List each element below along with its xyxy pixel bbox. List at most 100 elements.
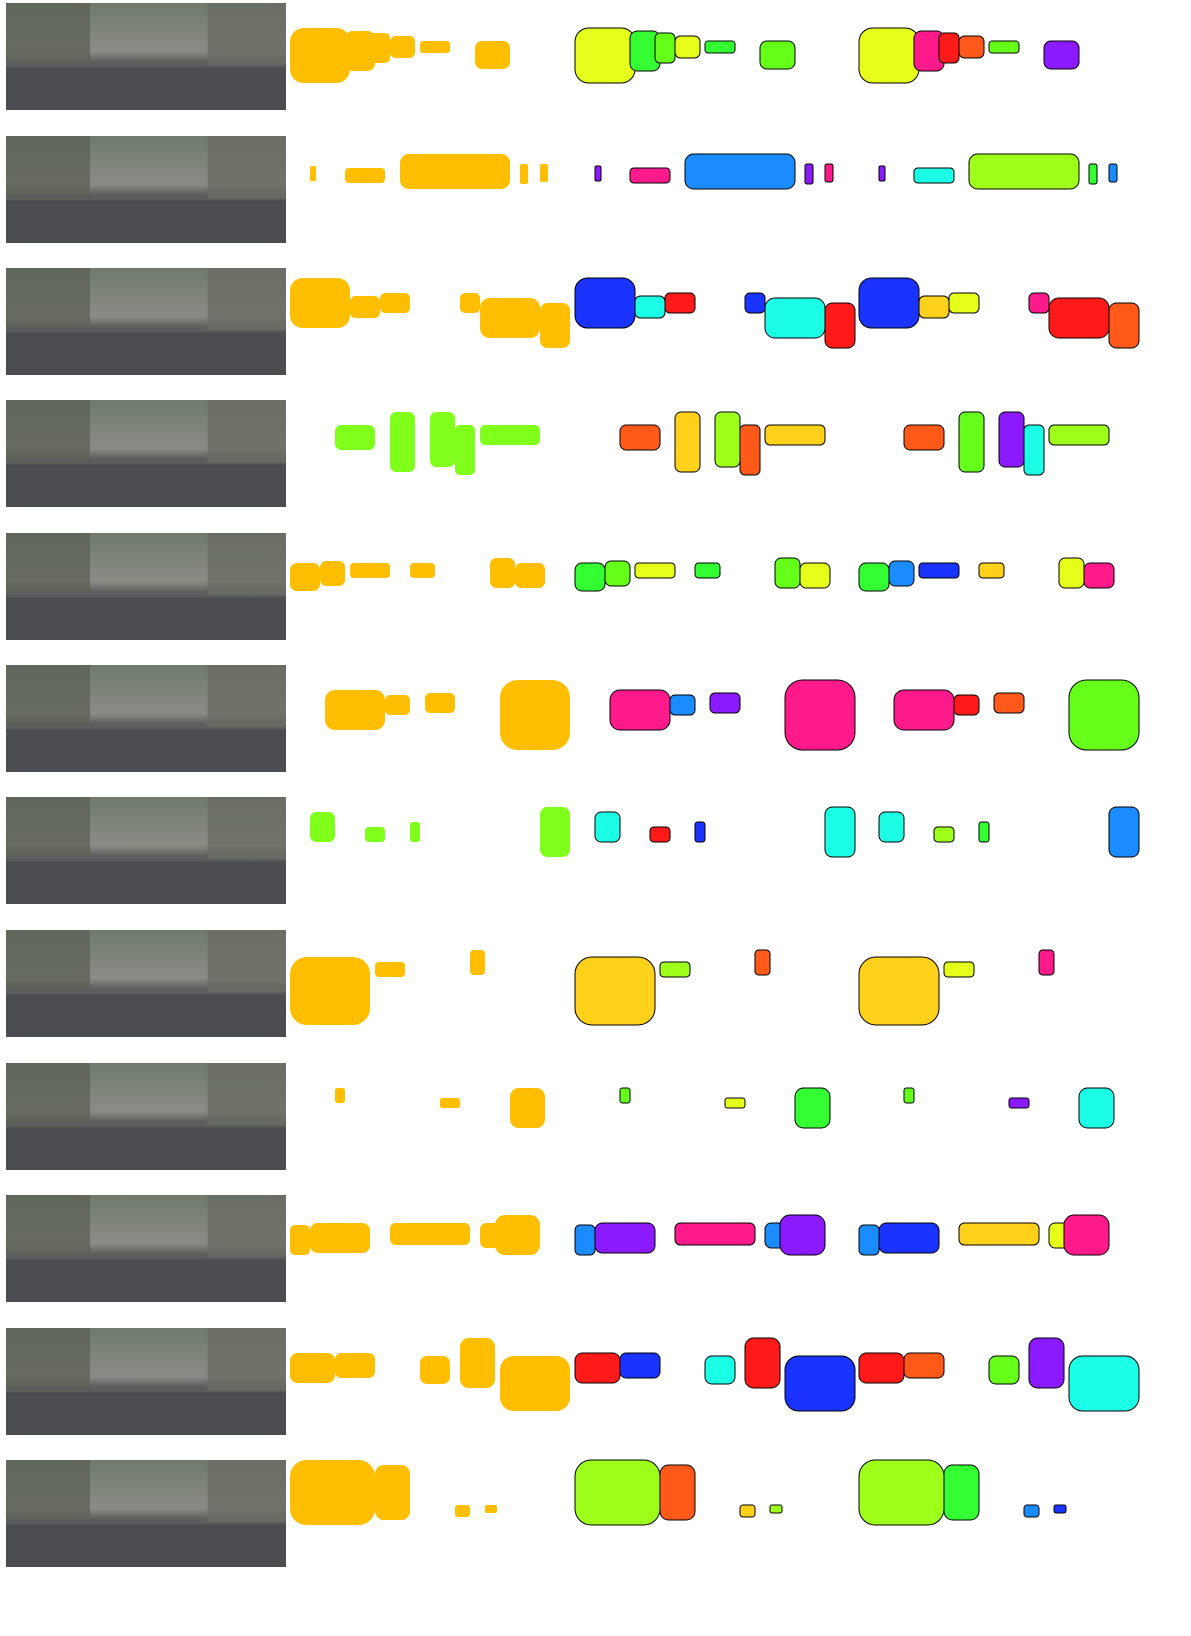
instance-mask — [1068, 679, 1140, 751]
semantic-mask — [515, 563, 545, 588]
instance-mask — [634, 295, 666, 319]
instance-mask — [824, 163, 834, 183]
instance-mask — [824, 806, 856, 858]
instance-mask — [724, 1097, 746, 1109]
semantic-mask — [390, 412, 415, 472]
semantic-mask — [420, 41, 450, 53]
semantic-mask — [440, 1098, 460, 1108]
instance-mask — [913, 167, 955, 184]
instance-mask — [948, 292, 980, 314]
instance-mask — [799, 562, 831, 589]
buildings — [6, 3, 90, 62]
instance-mask — [933, 826, 955, 843]
instance-mask — [878, 1222, 940, 1254]
semantic-mask — [470, 950, 485, 975]
instance-mask — [774, 557, 801, 589]
instance-mask — [988, 40, 1020, 54]
instance-mask — [943, 1464, 980, 1521]
instance-mask — [1058, 557, 1085, 589]
instance-mask — [1083, 562, 1115, 589]
instance-mask — [1038, 949, 1055, 976]
instance-mask — [1053, 1504, 1067, 1514]
road — [6, 67, 286, 110]
instance-mask — [878, 165, 886, 182]
buildings — [207, 797, 286, 860]
instance-mask — [594, 1222, 656, 1254]
semantic-mask — [540, 303, 570, 348]
instance-mask — [1048, 424, 1110, 446]
instance-mask — [968, 153, 1080, 190]
semantic-mask — [345, 168, 385, 183]
instance-mask — [659, 1464, 696, 1521]
semantic-mask — [410, 563, 435, 578]
semantic-mask — [290, 1353, 335, 1383]
instance-mask — [1108, 806, 1140, 858]
instance-mask — [903, 1352, 945, 1379]
instance-mask — [918, 295, 950, 319]
semantic-mask — [290, 278, 350, 328]
instance-mask — [1068, 1355, 1140, 1412]
road — [6, 597, 286, 640]
road — [6, 1127, 286, 1170]
road — [6, 332, 286, 375]
instance-mask — [674, 35, 701, 59]
instance-mask — [664, 292, 696, 314]
buildings — [207, 1328, 286, 1391]
instance-mask — [903, 1087, 915, 1104]
semantic-mask — [370, 33, 390, 63]
semantic-mask — [290, 1460, 375, 1525]
instance-mask — [779, 1214, 826, 1256]
instance-mask — [739, 1504, 756, 1518]
semantic-mask — [375, 962, 405, 977]
semantic-mask — [345, 31, 375, 71]
instance-mask — [629, 167, 671, 184]
buildings — [207, 1195, 286, 1258]
buildings — [6, 400, 90, 459]
semantic-mask — [350, 296, 380, 318]
semantic-mask — [410, 822, 420, 842]
semantic-mask — [455, 1505, 470, 1517]
instance-mask — [1048, 297, 1110, 339]
semantic-mask — [310, 812, 335, 842]
buildings — [6, 1063, 90, 1122]
semantic-mask — [375, 1465, 410, 1520]
instance-mask — [574, 277, 636, 329]
instance-mask — [858, 27, 920, 84]
semantic-mask — [490, 558, 515, 588]
semantic-mask — [290, 957, 370, 1025]
instance-mask — [659, 961, 691, 978]
instance-mask — [1078, 1087, 1115, 1129]
instance-mask — [858, 1352, 905, 1384]
instance-mask — [574, 1224, 596, 1256]
instance-mask — [1023, 1504, 1040, 1518]
instance-mask — [858, 956, 940, 1026]
semantic-mask — [390, 36, 415, 58]
instance-mask — [604, 560, 631, 587]
buildings — [207, 268, 286, 331]
semantic-mask — [495, 1215, 540, 1255]
buildings — [207, 136, 286, 199]
instance-mask — [918, 562, 960, 579]
buildings — [6, 797, 90, 856]
semantic-mask — [480, 425, 540, 445]
buildings — [6, 136, 90, 195]
semantic-mask — [500, 1356, 570, 1411]
buildings — [207, 400, 286, 463]
semantic-mask — [485, 1505, 497, 1513]
road — [6, 729, 286, 772]
buildings — [6, 1195, 90, 1254]
semantic-mask — [430, 412, 455, 467]
instance-mask — [594, 165, 602, 182]
semantic-mask — [460, 1338, 495, 1388]
instance-mask — [784, 679, 856, 751]
instance-mask — [574, 562, 606, 592]
instance-mask — [574, 27, 636, 84]
instance-mask — [754, 949, 771, 976]
semantic-mask — [385, 695, 410, 715]
instance-mask — [993, 692, 1025, 714]
instance-mask — [978, 562, 1005, 579]
semantic-mask — [310, 1223, 370, 1253]
instance-mask — [784, 1355, 856, 1412]
road — [6, 200, 286, 243]
